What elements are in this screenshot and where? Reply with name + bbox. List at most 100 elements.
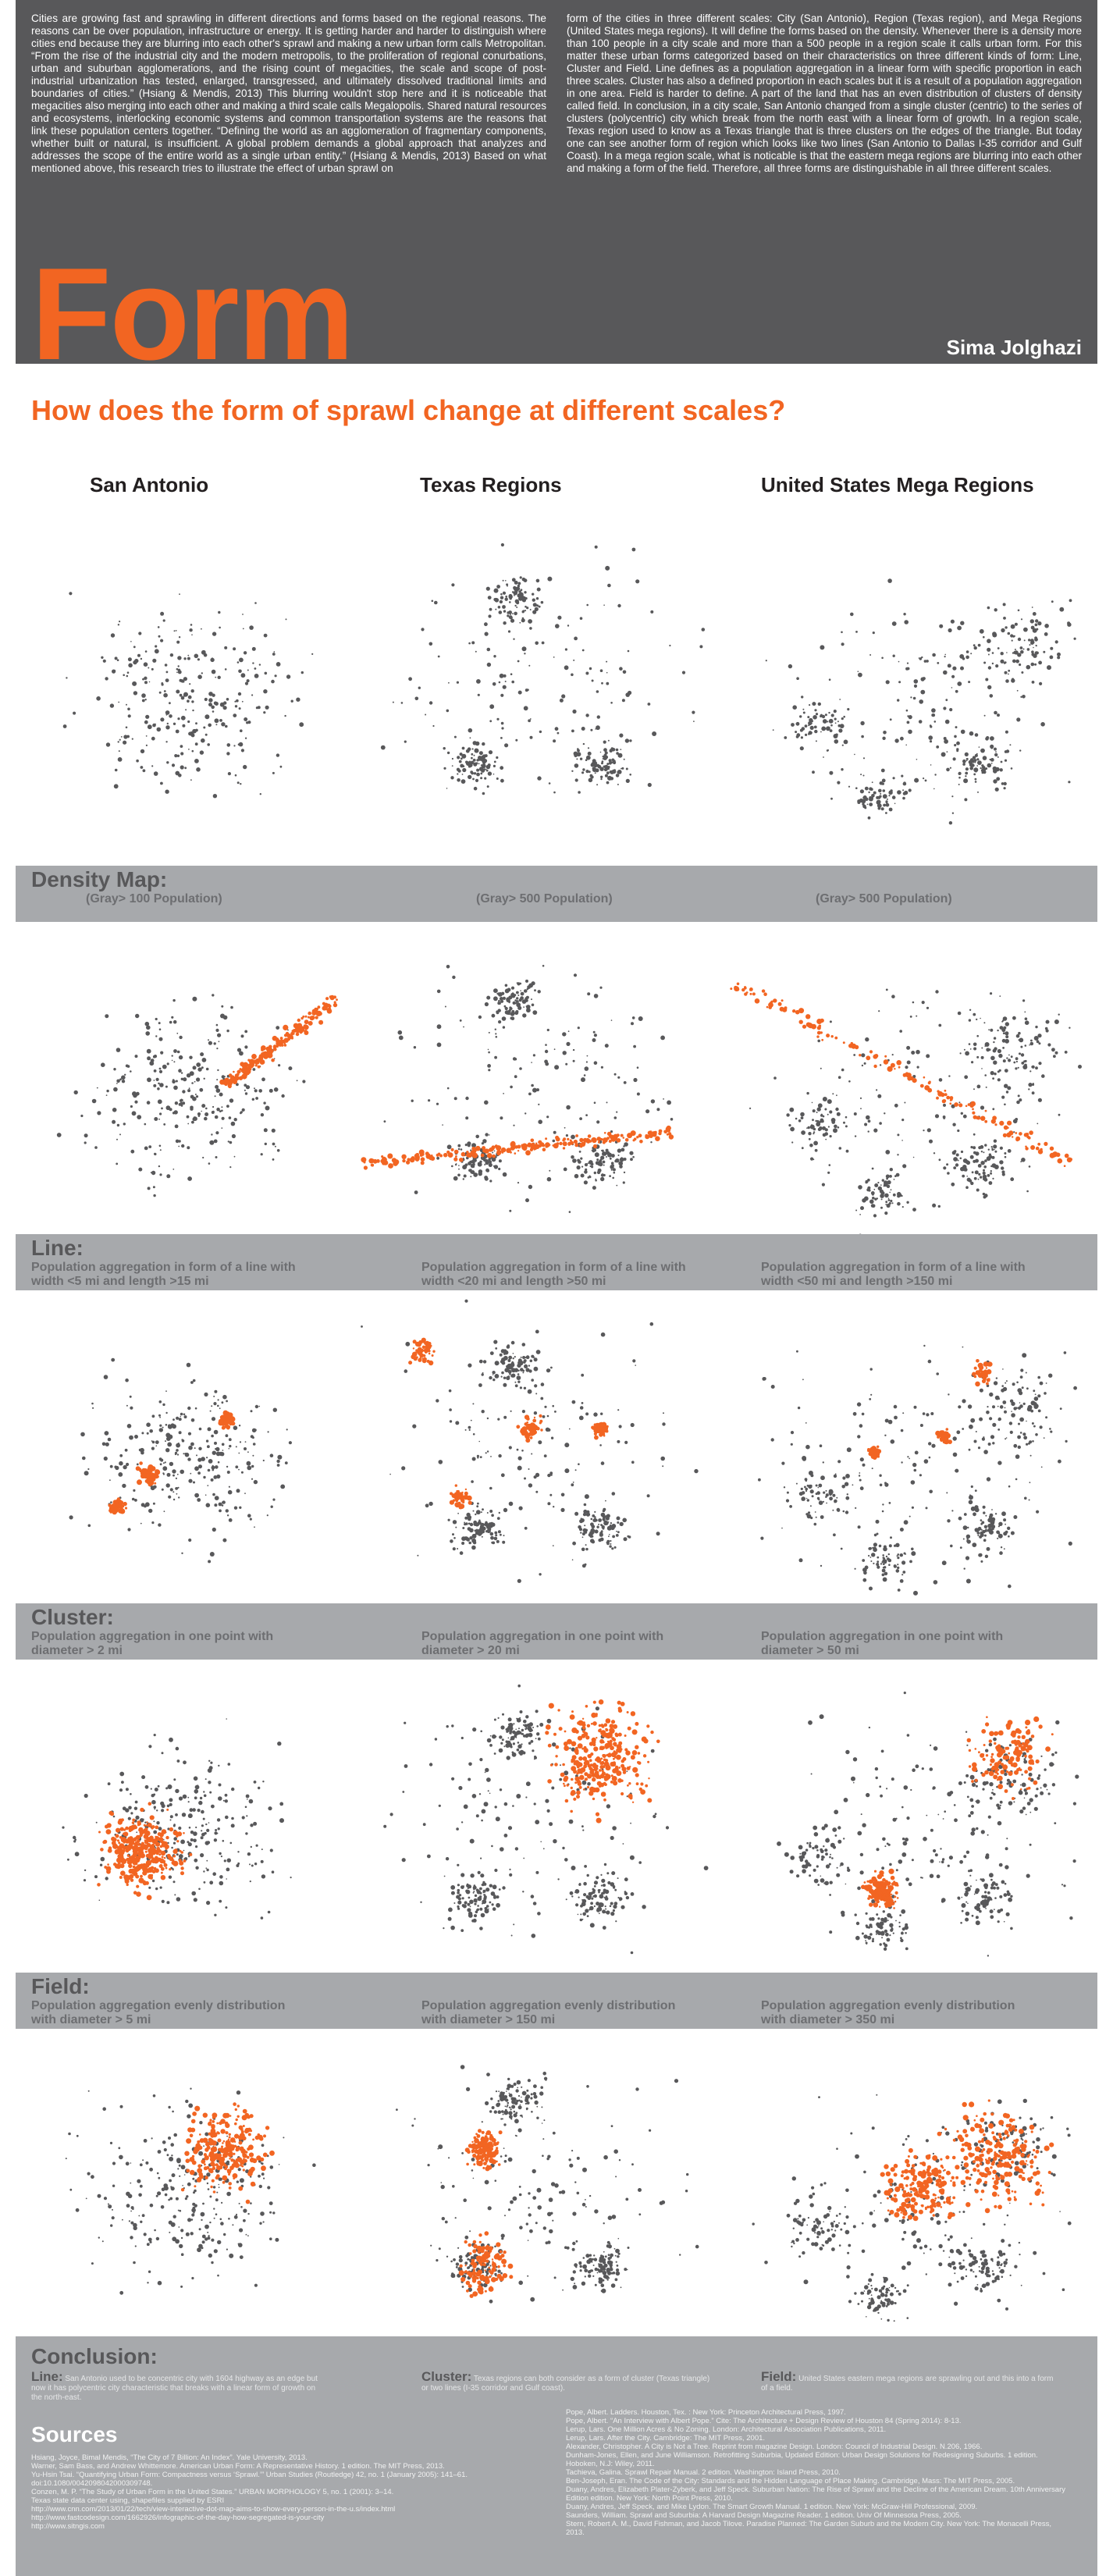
population-dot bbox=[1005, 626, 1008, 629]
population-dot bbox=[180, 752, 184, 756]
population-dot bbox=[970, 1146, 973, 1149]
aggregation-dot bbox=[736, 982, 740, 986]
population-dot bbox=[821, 1183, 825, 1187]
population-dot bbox=[973, 646, 977, 650]
dot-map bbox=[758, 1344, 1077, 1596]
population-dot bbox=[470, 770, 474, 774]
population-dot bbox=[509, 1209, 512, 1212]
population-dot bbox=[193, 1838, 197, 1843]
population-dot bbox=[645, 1109, 650, 1114]
population-dot bbox=[785, 1499, 790, 1503]
population-dot bbox=[980, 1017, 981, 1019]
population-dot bbox=[517, 1380, 521, 1383]
population-dot bbox=[94, 1875, 98, 1879]
population-dot bbox=[197, 658, 200, 661]
aggregation-dot bbox=[958, 1103, 963, 1108]
population-dot bbox=[148, 681, 151, 683]
population-dot bbox=[951, 795, 954, 798]
population-dot bbox=[493, 1150, 496, 1152]
population-dot bbox=[159, 1149, 162, 1151]
population-dot bbox=[494, 1028, 496, 1030]
population-dot bbox=[989, 1392, 994, 1397]
aggregation-dot bbox=[276, 1039, 281, 1044]
aggregation-dot bbox=[311, 1009, 317, 1014]
population-dot bbox=[208, 1781, 212, 1784]
population-dot bbox=[510, 673, 513, 675]
population-dot bbox=[593, 1412, 598, 1417]
population-dot bbox=[564, 1126, 566, 1129]
population-dot bbox=[1010, 1055, 1013, 1059]
population-dot bbox=[212, 632, 217, 636]
population-dot bbox=[195, 1095, 199, 1098]
population-dot bbox=[262, 1459, 265, 1462]
population-dot bbox=[1031, 1091, 1035, 1095]
population-dot bbox=[161, 1899, 165, 1903]
population-dot bbox=[1023, 627, 1028, 632]
population-dot bbox=[198, 1464, 202, 1469]
population-dot bbox=[1005, 1523, 1006, 1525]
aggregation-dot bbox=[119, 1827, 124, 1831]
population-dot bbox=[480, 1511, 482, 1514]
aggregation-dot bbox=[393, 1162, 397, 1165]
population-dot bbox=[510, 1016, 515, 1020]
population-dot bbox=[1037, 1034, 1042, 1038]
population-dot bbox=[871, 1204, 876, 1208]
population-dot bbox=[508, 995, 513, 1000]
population-dot bbox=[183, 1415, 187, 1419]
population-dot bbox=[784, 736, 788, 739]
population-dot bbox=[125, 726, 128, 729]
population-dot bbox=[206, 1901, 211, 1905]
population-dot bbox=[451, 583, 455, 587]
population-dot bbox=[999, 995, 1001, 997]
aggregation-dot bbox=[446, 1150, 450, 1155]
population-dot bbox=[623, 1537, 628, 1542]
aggregation-dot bbox=[730, 987, 733, 991]
population-dot bbox=[950, 619, 955, 624]
aggregation-dot bbox=[600, 1431, 603, 1433]
aggregation-dot bbox=[535, 1142, 538, 1144]
population-dot bbox=[500, 1349, 506, 1354]
population-dot bbox=[110, 1501, 112, 1503]
population-dot bbox=[871, 794, 875, 798]
population-dot bbox=[244, 681, 249, 685]
population-dot bbox=[944, 719, 950, 724]
population-dot bbox=[142, 769, 146, 773]
population-dot bbox=[841, 1485, 845, 1489]
population-dot bbox=[844, 1482, 849, 1486]
population-dot bbox=[480, 764, 483, 767]
population-dot bbox=[176, 1449, 179, 1452]
population-dot bbox=[489, 1134, 490, 1136]
aggregation-dot bbox=[402, 1158, 406, 1163]
population-dot bbox=[926, 1006, 930, 1009]
aggregation-dot bbox=[949, 1102, 952, 1105]
population-dot bbox=[990, 1146, 993, 1148]
aggregation-dot bbox=[131, 1821, 135, 1824]
population-dot bbox=[983, 635, 985, 639]
population-dot bbox=[610, 1162, 614, 1165]
population-dot bbox=[994, 747, 997, 751]
population-dot bbox=[116, 1138, 118, 1140]
population-dot bbox=[208, 1041, 212, 1045]
population-dot bbox=[892, 1193, 896, 1197]
population-dot bbox=[500, 721, 504, 725]
population-dot bbox=[584, 1163, 589, 1167]
population-dot bbox=[484, 632, 489, 636]
population-dot bbox=[98, 1899, 101, 1902]
population-dot bbox=[592, 1517, 597, 1522]
population-dot bbox=[245, 1832, 248, 1835]
population-dot bbox=[179, 593, 180, 596]
population-dot bbox=[1021, 1158, 1026, 1162]
population-dot bbox=[166, 1174, 171, 1179]
population-dot bbox=[175, 1813, 178, 1816]
population-dot bbox=[591, 1535, 594, 1538]
population-dot bbox=[268, 1088, 273, 1093]
population-dot bbox=[987, 647, 991, 652]
population-dot bbox=[528, 1468, 530, 1470]
population-dot bbox=[1020, 649, 1024, 654]
population-dot bbox=[820, 731, 822, 733]
population-dot bbox=[165, 1448, 170, 1453]
population-dot bbox=[521, 1410, 525, 1414]
population-dot bbox=[607, 583, 611, 588]
aggregation-dot bbox=[781, 999, 784, 1002]
population-dot bbox=[957, 1159, 959, 1162]
